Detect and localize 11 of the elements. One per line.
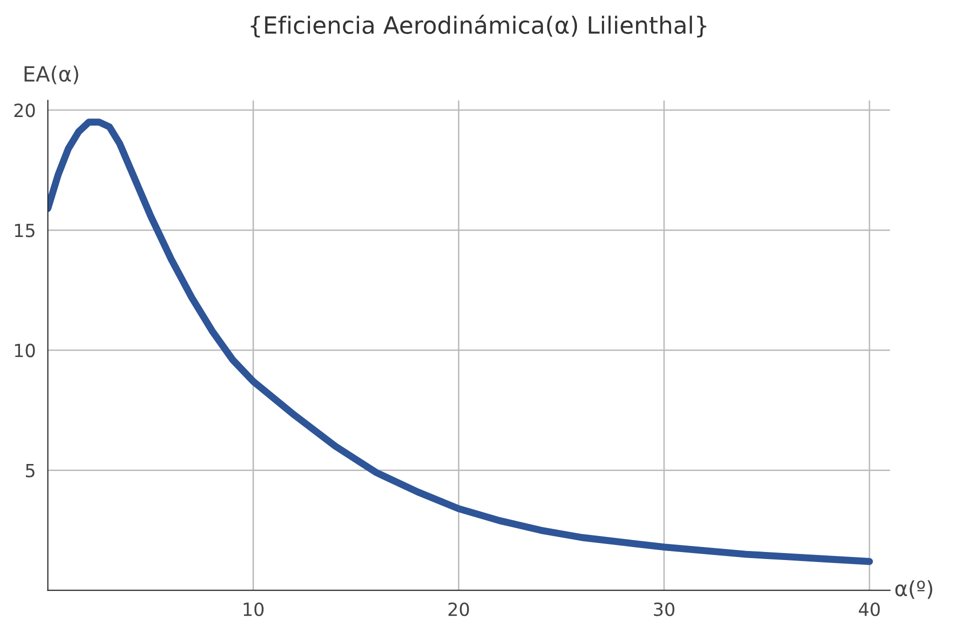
chart-title: {Eficiencia Aerodinámica(α) Lilienthal} — [250, 14, 706, 38]
y-axis-title: EA(α) — [24, 66, 78, 84]
x-axis-title: α(º) — [895, 580, 932, 599]
y-tick-label: 15 — [15, 224, 34, 238]
y-tick-label: 5 — [26, 464, 34, 478]
y-tick-label: 20 — [14, 104, 35, 118]
x-tick-label: 40 — [858, 602, 880, 616]
x-tick-label: 10 — [244, 602, 264, 616]
x-tick-label: 30 — [654, 602, 674, 616]
x-tick-label: 20 — [448, 602, 469, 616]
y-tick-label: 10 — [15, 344, 35, 358]
